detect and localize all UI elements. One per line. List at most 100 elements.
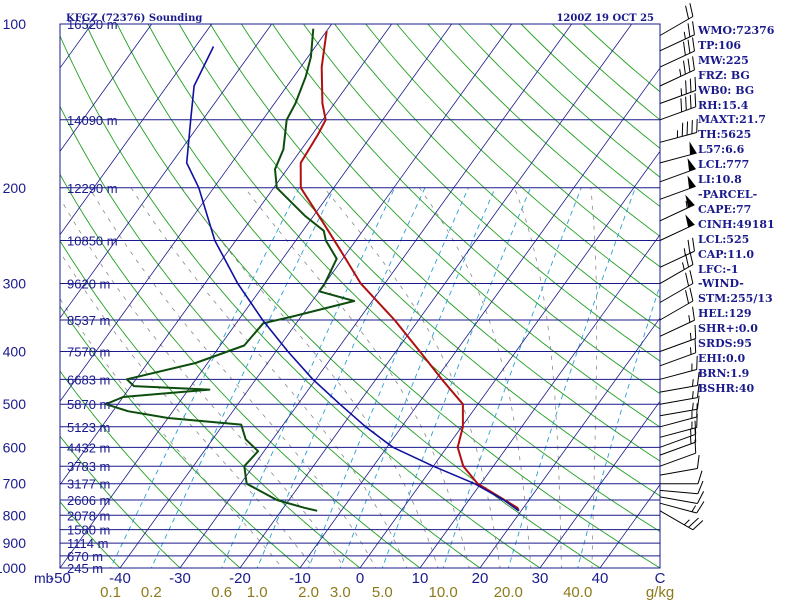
pressure-tick-label: 100 bbox=[3, 16, 27, 32]
wind-barb-shaft bbox=[659, 250, 695, 268]
index-item: L57:6.6 bbox=[698, 143, 745, 157]
parcel-profile-line bbox=[185, 46, 520, 512]
wind-barb-flag bbox=[696, 403, 698, 417]
moist-adiabat-line bbox=[244, 187, 470, 568]
mixing-ratio-unit-label: g/kg bbox=[646, 584, 674, 600]
wind-barb-flag bbox=[685, 5, 690, 20]
wind-barb-shaft bbox=[659, 131, 697, 143]
dry-adiabat-line bbox=[334, 24, 660, 330]
height-label: 1580 m bbox=[67, 523, 110, 538]
height-label: 16520 m bbox=[67, 17, 118, 32]
wind-barb bbox=[659, 194, 695, 222]
dry-adiabat-line bbox=[60, 34, 541, 568]
wind-barb-pennant bbox=[687, 175, 696, 189]
wind-barb-flag bbox=[683, 60, 686, 75]
isotherm-line bbox=[60, 24, 273, 319]
wind-barbs bbox=[659, 3, 705, 531]
wind-barb-shaft bbox=[659, 223, 695, 241]
wind-barb-flag bbox=[687, 39, 691, 54]
wind-barb bbox=[659, 76, 697, 104]
index-item: HEL:129 bbox=[698, 307, 752, 321]
wind-barb-flag bbox=[696, 384, 700, 398]
wind-barb bbox=[659, 56, 695, 87]
wind-barb-shaft bbox=[659, 319, 695, 337]
temperature-tick-label: -10 bbox=[289, 570, 311, 587]
moist-adiabat-line bbox=[60, 251, 314, 568]
pressure-tick-label: 600 bbox=[3, 439, 27, 455]
wind-barb bbox=[659, 355, 698, 380]
index-item: LCL:777 bbox=[698, 158, 750, 172]
wind-barb-half-flag bbox=[692, 402, 694, 411]
isotherm-line bbox=[239, 24, 633, 568]
wind-barb-shaft bbox=[659, 397, 698, 405]
wind-barb-shaft bbox=[659, 204, 695, 222]
pressure-unit-label: mb bbox=[34, 570, 54, 586]
wind-barb bbox=[659, 3, 694, 36]
wind-barb-shaft bbox=[659, 489, 698, 495]
sounding-time: 1200Z 19 OCT 25 bbox=[556, 13, 654, 24]
wind-barb-half-flag bbox=[689, 428, 692, 437]
height-label: 10850 m bbox=[67, 234, 118, 249]
dry-adiabat-line bbox=[60, 370, 241, 568]
mixing-ratio-label: 1.0 bbox=[247, 584, 268, 600]
index-item: FRZ: BG bbox=[698, 68, 750, 82]
wind-barb-flag bbox=[689, 270, 694, 284]
wind-barb-shaft bbox=[659, 368, 697, 380]
dry-adiabat-line bbox=[178, 24, 660, 497]
wind-barb-half-flag bbox=[679, 69, 682, 77]
wind-barb bbox=[659, 480, 704, 495]
wind-barb-shaft bbox=[659, 426, 697, 438]
wind-barb bbox=[659, 237, 695, 268]
wind-barb-half-flag bbox=[681, 262, 685, 270]
wind-barb-flag bbox=[696, 355, 698, 370]
moist-adiabat-line bbox=[60, 197, 345, 568]
temperature-tick-label: -40 bbox=[109, 570, 131, 587]
moist-adiabat-line bbox=[514, 187, 562, 568]
wind-barb-shaft bbox=[659, 385, 698, 393]
pressure-tick-label: 1000 bbox=[0, 560, 26, 576]
temperature-profile-line bbox=[299, 30, 520, 512]
mixing-ratio-label: 5.0 bbox=[372, 584, 393, 600]
wind-barb-flag bbox=[689, 94, 692, 109]
wind-barb-half-flag bbox=[676, 130, 679, 138]
wind-barb-pennant bbox=[687, 157, 696, 172]
pressure-tick-label: 800 bbox=[3, 507, 27, 523]
wind-barb-flag bbox=[689, 287, 694, 302]
wind-barb-flag bbox=[687, 58, 691, 73]
wind-barb-shaft bbox=[659, 264, 694, 285]
isotherm-line bbox=[479, 317, 660, 568]
dry-adiabat-line bbox=[60, 105, 481, 568]
wind-barb-flag bbox=[683, 41, 686, 56]
wind-barb-flag bbox=[697, 480, 704, 494]
index-item: EHI:0.0 bbox=[698, 351, 746, 365]
height-label: 670 m bbox=[67, 549, 103, 564]
wind-barb bbox=[659, 157, 696, 183]
mixing-ratio-line bbox=[308, 187, 469, 568]
dry-adiabat-line bbox=[60, 501, 121, 568]
dry-adiabat-line bbox=[60, 435, 181, 568]
wind-barb-flag bbox=[689, 78, 692, 93]
index-item: -WIND- bbox=[698, 277, 744, 291]
wind-barb-flag bbox=[696, 118, 698, 133]
index-item: -PARCEL- bbox=[698, 187, 758, 201]
wind-barb-half-flag bbox=[692, 379, 694, 387]
wind-barb-flag bbox=[687, 23, 691, 37]
wind-barb-shaft bbox=[659, 185, 696, 200]
sounding-profiles bbox=[104, 28, 520, 512]
mixing-ratio-label: 3.0 bbox=[330, 584, 351, 600]
temperature-tick-label: 30 bbox=[532, 570, 549, 587]
wind-barb-half-flag bbox=[689, 436, 692, 444]
wind-barb-shaft bbox=[659, 352, 696, 367]
wind-barb-flag bbox=[696, 371, 700, 386]
mixing-ratio-label: 40.0 bbox=[563, 584, 592, 600]
wind-barb-flag bbox=[692, 237, 695, 252]
wind-barb bbox=[659, 93, 697, 121]
mixing-ratio-label: 0.1 bbox=[100, 584, 121, 600]
wind-barb-shaft bbox=[659, 16, 694, 36]
dry-adiabat-line bbox=[302, 24, 660, 362]
index-item: SHR+:0.0 bbox=[698, 322, 758, 336]
pressure-tick-label: 400 bbox=[3, 344, 27, 360]
index-item: MAXT:21.7 bbox=[698, 113, 766, 127]
mixing-ratio-line bbox=[150, 187, 335, 568]
wind-barb-shaft bbox=[659, 90, 696, 104]
